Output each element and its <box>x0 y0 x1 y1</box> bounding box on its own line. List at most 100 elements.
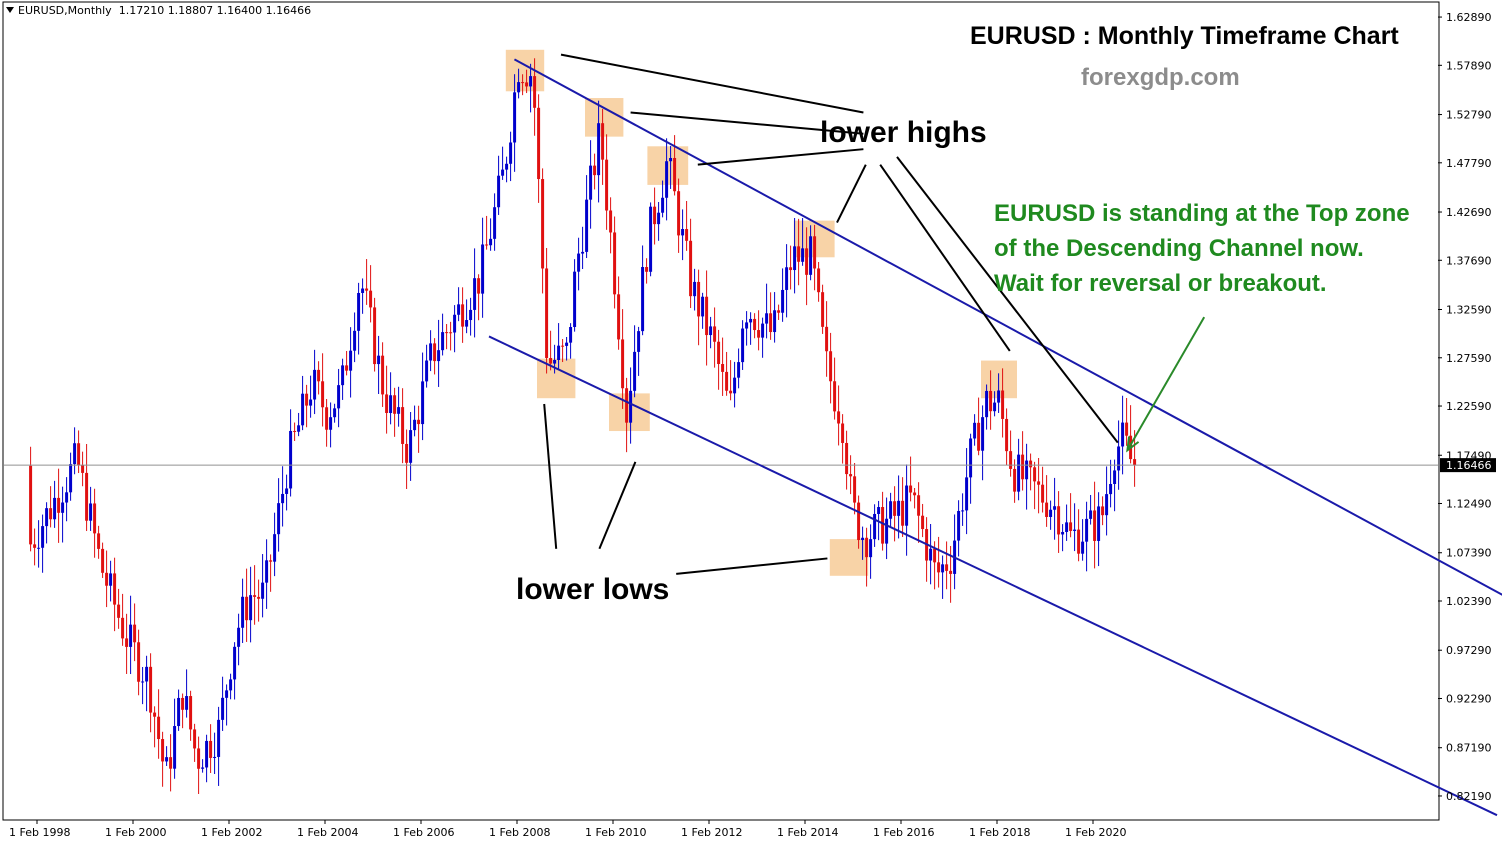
candle-body <box>273 534 277 562</box>
x-tick-label: 1 Feb 2016 <box>873 826 934 839</box>
candle-body <box>341 365 345 386</box>
candle-body <box>537 107 541 180</box>
current-price-badge <box>1440 458 1496 473</box>
pointer-line <box>630 111 864 135</box>
y-tick-label: 1.47790 <box>1446 157 1492 170</box>
candle-body <box>737 362 741 378</box>
candle-body <box>401 407 405 444</box>
candle-body <box>409 430 413 463</box>
candle-body <box>769 313 773 333</box>
candle-body <box>497 175 501 208</box>
candle-body <box>981 417 985 451</box>
candle-body <box>509 142 513 164</box>
candle-body <box>473 278 477 310</box>
candle-body <box>29 465 33 545</box>
candle-body <box>193 729 197 749</box>
candle-body <box>309 399 313 406</box>
candle-body <box>625 388 629 423</box>
candle-body <box>809 236 813 275</box>
candle-body <box>817 268 821 293</box>
candle-body <box>793 246 797 271</box>
candle-body <box>505 163 509 170</box>
candle-body <box>605 159 609 211</box>
candle-body <box>821 292 825 327</box>
candle-body <box>825 326 829 352</box>
x-tick-label: 1 Feb 2004 <box>297 826 358 839</box>
x-tick-label: 1 Feb 2012 <box>681 826 742 839</box>
candle-body <box>137 642 141 682</box>
candle-body <box>1069 522 1073 531</box>
candle-body <box>153 712 157 717</box>
candle-body <box>1061 531 1065 535</box>
candle-body <box>541 179 545 269</box>
candle-body <box>57 497 61 513</box>
candle-body <box>1033 467 1037 482</box>
candle-body <box>149 666 153 713</box>
candle-body <box>65 492 69 503</box>
note-arrow <box>1126 316 1206 451</box>
candle-body <box>885 518 889 544</box>
candle-body <box>449 332 453 334</box>
candle-body <box>257 596 261 599</box>
candle-body <box>869 539 873 558</box>
candle-body <box>285 488 289 494</box>
candle-body <box>217 719 221 757</box>
candle-body <box>281 493 285 504</box>
candle-body <box>165 757 169 762</box>
y-tick-label: 1.42690 <box>1446 206 1492 219</box>
candle-body <box>157 716 161 740</box>
x-tick-label: 1 Feb 2008 <box>489 826 550 839</box>
candle-body <box>1021 454 1025 480</box>
candle-body <box>433 343 437 362</box>
x-tick-label: 1 Feb 2006 <box>393 826 454 839</box>
candle-body <box>501 169 505 176</box>
candle-body <box>405 443 409 463</box>
candle-body <box>237 627 241 647</box>
candle-body <box>745 322 749 329</box>
analysis-note-line: of the Descending Channel now. <box>994 235 1364 262</box>
candle-body <box>169 757 173 769</box>
candle-body <box>321 381 325 408</box>
candle-body <box>1045 502 1049 517</box>
candle-body <box>141 681 145 683</box>
candle-body <box>849 474 853 477</box>
candle-body <box>37 547 41 549</box>
candle-body <box>657 212 661 225</box>
candle-body <box>1121 422 1125 447</box>
candle-body <box>641 267 645 332</box>
candle-body <box>1005 418 1009 452</box>
candle-body <box>1009 451 1013 469</box>
candle-body <box>173 726 177 769</box>
candle-body <box>113 573 117 605</box>
candle-body <box>565 342 569 346</box>
candle-body <box>377 355 381 365</box>
pointer-line <box>598 461 637 550</box>
candle-body <box>841 423 845 443</box>
candle-body <box>749 318 753 323</box>
candle-body <box>921 515 925 530</box>
candle-body <box>97 533 101 549</box>
candle-body <box>1053 506 1057 510</box>
candle-body <box>413 419 417 431</box>
x-tick-label: 1 Feb 2020 <box>1065 826 1126 839</box>
candle-body <box>649 206 653 272</box>
candle-body <box>221 697 225 720</box>
candle-body <box>845 442 849 475</box>
candle-body <box>465 320 469 327</box>
candle-body <box>81 465 85 473</box>
ohlc-values: 1.17210 1.18807 1.16400 1.16466 <box>118 4 312 17</box>
candle-body <box>205 740 209 768</box>
candle-body <box>185 696 189 710</box>
candle-body <box>349 350 353 371</box>
y-tick-label: 0.82190 <box>1446 790 1492 803</box>
candle-body <box>245 596 249 621</box>
y-tick-label: 1.12490 <box>1446 498 1492 511</box>
candle-body <box>1085 518 1089 542</box>
candle-body <box>933 548 937 563</box>
x-tick-label: 1 Feb 1998 <box>9 826 70 839</box>
candle-body <box>1101 506 1105 516</box>
y-tick-label: 1.02390 <box>1446 595 1492 608</box>
candle-body <box>893 501 897 516</box>
candle-body <box>177 697 181 727</box>
candle-body <box>801 248 805 262</box>
